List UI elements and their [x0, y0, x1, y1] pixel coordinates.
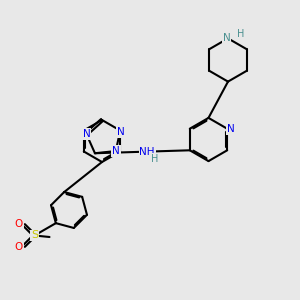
- Text: O: O: [14, 219, 23, 230]
- Text: H: H: [151, 154, 158, 164]
- Text: O: O: [14, 242, 23, 252]
- Text: N: N: [117, 127, 125, 137]
- Text: N: N: [223, 33, 230, 43]
- Text: N: N: [227, 124, 235, 134]
- Text: H: H: [237, 29, 244, 39]
- Text: S: S: [31, 230, 38, 241]
- Text: NH: NH: [140, 147, 155, 157]
- Text: N: N: [82, 129, 90, 139]
- Text: N: N: [112, 146, 120, 156]
